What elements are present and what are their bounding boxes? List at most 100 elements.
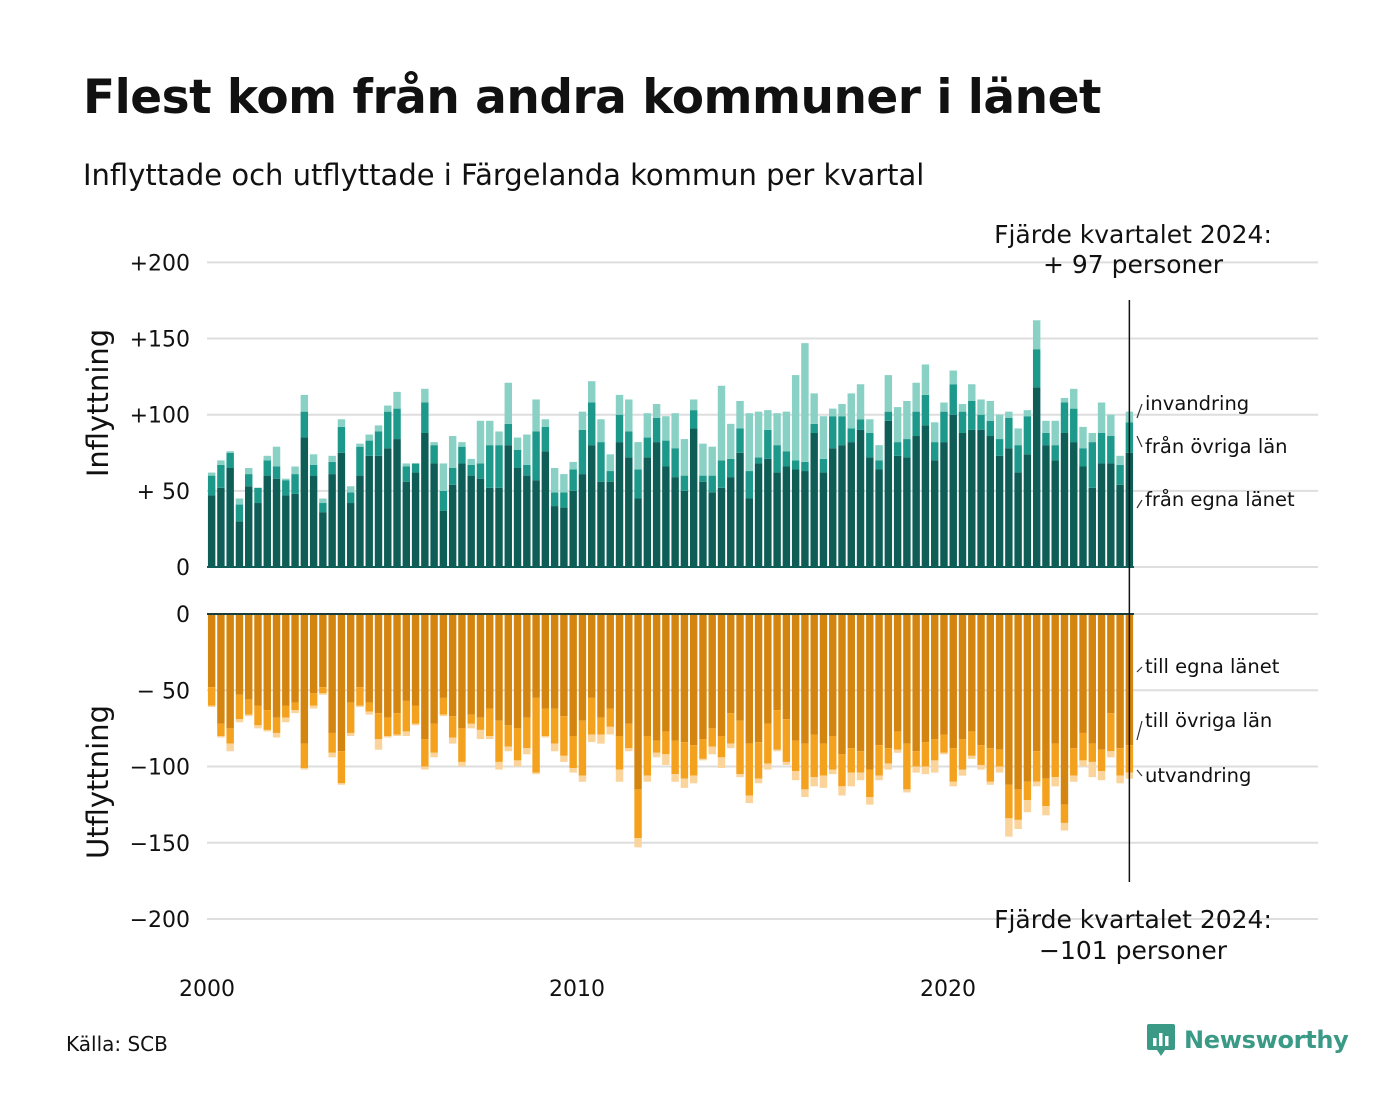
- bar-segment: [875, 469, 883, 567]
- bar-segment: [1014, 789, 1022, 820]
- bar-segment: [560, 492, 568, 508]
- bar-segment: [884, 614, 893, 749]
- bar-segment: [337, 419, 346, 427]
- bar-segment: [532, 399, 540, 432]
- bar-segment: [958, 404, 967, 412]
- bar-segment: [671, 413, 679, 449]
- bar-segment: [291, 614, 299, 703]
- bar-segment: [226, 728, 234, 744]
- bar-segment: [801, 461, 809, 472]
- bar-segment: [717, 736, 726, 758]
- bar-segment: [384, 405, 392, 412]
- bar-segment: [1032, 614, 1041, 752]
- bar-segment: [940, 752, 948, 755]
- bar-segment: [282, 478, 290, 481]
- bar-segment: [328, 614, 336, 733]
- bar-segment: [1023, 454, 1032, 567]
- bar-segment: [421, 739, 429, 767]
- bar-segment: [689, 614, 698, 746]
- bar-segment: [643, 457, 652, 567]
- bar-segment: [958, 769, 967, 776]
- bar-segment: [226, 452, 234, 468]
- bar-segment: [736, 774, 744, 778]
- annotation-bottom-line1: Fjärde kvartalet 2024:: [994, 905, 1272, 934]
- bar-segment: [652, 614, 661, 741]
- bar-segment: [448, 484, 457, 567]
- bar-segment: [699, 758, 707, 761]
- bar-segment: [903, 400, 911, 440]
- bar-segment: [940, 411, 948, 443]
- bar-segment: [207, 472, 216, 476]
- bar-segment: [467, 714, 475, 724]
- bar-segment: [643, 413, 652, 438]
- bar-segment: [235, 694, 244, 720]
- bar-segment: [680, 614, 689, 743]
- bar-segment: [597, 442, 605, 482]
- bar-segment: [1116, 614, 1124, 749]
- bar-segment: [346, 702, 355, 733]
- bar-segment: [662, 614, 670, 732]
- bar-segment: [1032, 349, 1041, 388]
- bar-segment: [272, 446, 281, 467]
- bar-segment: [689, 399, 698, 411]
- bar-segment: [875, 775, 883, 781]
- bar-segment: [319, 503, 327, 513]
- bar-segment: [1005, 818, 1013, 837]
- bar-segment: [958, 739, 967, 770]
- bar-segment: [866, 432, 874, 458]
- bar-segment: [615, 769, 624, 782]
- bar-segment: [1042, 614, 1050, 779]
- bar-segment: [1023, 416, 1032, 455]
- bar-segment: [689, 428, 698, 567]
- bar-segment: [532, 697, 540, 773]
- bar-segment: [467, 614, 475, 715]
- bar-segment: [625, 431, 633, 458]
- bar-segment: [448, 436, 457, 468]
- bar-segment: [523, 464, 531, 476]
- bar-segment: [625, 614, 633, 724]
- bar-segment: [977, 414, 985, 430]
- bar-segment: [476, 729, 485, 740]
- bar-segment: [513, 614, 522, 729]
- bar-segment: [977, 429, 985, 567]
- bar-segment: [773, 749, 781, 752]
- bar-segment: [958, 432, 967, 567]
- bar-segment: [708, 446, 716, 476]
- bar-segment: [1116, 775, 1124, 784]
- bar-segment: [1032, 781, 1041, 787]
- bar-segment: [1116, 464, 1124, 485]
- bar-segment: [717, 757, 726, 769]
- bar-segment: [282, 705, 290, 718]
- bar-segment: [958, 411, 967, 433]
- bar-segment: [764, 429, 772, 459]
- bar-segment: [606, 471, 614, 482]
- bar-segment: [856, 772, 865, 781]
- bar-segment: [810, 393, 818, 424]
- bar-segment: [1116, 748, 1124, 776]
- bar-segment: [1014, 819, 1022, 830]
- newsworthy-logo: Newsworthy: [1146, 1022, 1349, 1058]
- bar-segment: [541, 708, 550, 736]
- bar-segment: [550, 506, 559, 567]
- bar-segment: [1107, 713, 1115, 752]
- bar-segment: [1042, 778, 1050, 807]
- bar-segment: [940, 734, 948, 753]
- bar-segment: [1005, 411, 1013, 418]
- bar-segment: [1042, 420, 1050, 433]
- bar-segment: [346, 503, 355, 567]
- bar-segment: [801, 614, 809, 744]
- bar-segment: [1070, 442, 1078, 567]
- bar-segment: [263, 475, 271, 567]
- bar-segment: [245, 614, 253, 700]
- bar-segment: [217, 723, 225, 736]
- bar-segment: [625, 723, 633, 749]
- bar-segment: [523, 434, 531, 465]
- bar-segment: [365, 702, 373, 712]
- bar-segment: [764, 723, 772, 764]
- bar-segment: [569, 461, 577, 470]
- bar-segment: [235, 614, 244, 695]
- bar-segment: [652, 752, 661, 758]
- bar-segment: [578, 720, 587, 776]
- bar-segment: [1079, 466, 1087, 567]
- bar-segment: [838, 754, 846, 787]
